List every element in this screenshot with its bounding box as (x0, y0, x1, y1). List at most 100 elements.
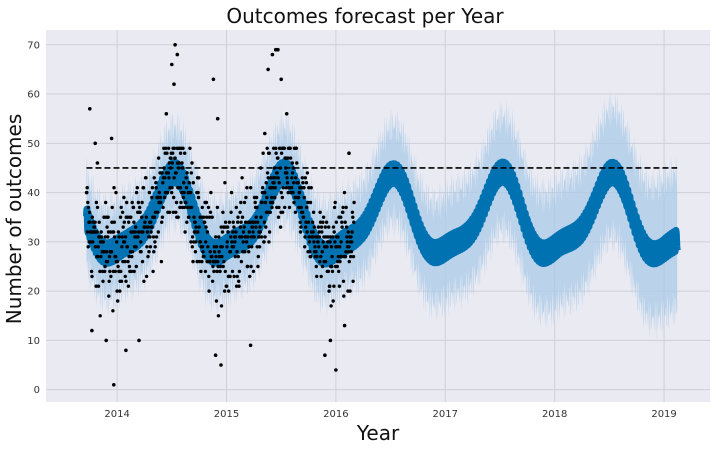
observed-point (162, 195, 167, 200)
observed-point (277, 181, 281, 185)
observed-point (270, 205, 274, 210)
observed-point (262, 240, 266, 244)
observed-point (140, 200, 144, 205)
observed-point (134, 264, 138, 269)
observed-point (236, 215, 240, 219)
observed-point (278, 225, 283, 229)
observed-point (229, 190, 234, 195)
observed-point (130, 254, 134, 259)
observed-point (258, 225, 262, 229)
observed-point (183, 151, 187, 155)
observed-point (141, 230, 145, 234)
observed-point (273, 176, 278, 180)
observed-point (85, 190, 89, 195)
observed-point (305, 230, 309, 234)
observed-point (307, 186, 311, 190)
observed-point (332, 284, 336, 288)
observed-point (199, 269, 203, 274)
observed-point (178, 205, 182, 210)
observed-point (233, 240, 237, 244)
observed-point (182, 181, 186, 185)
observed-point (89, 269, 94, 274)
observed-point (146, 225, 150, 229)
observed-point (104, 200, 108, 205)
observed-point (284, 112, 289, 116)
observed-point (145, 230, 149, 234)
observed-point (154, 186, 158, 190)
observed-point (181, 195, 186, 200)
observed-point (349, 254, 353, 259)
observed-point (339, 240, 343, 244)
observed-point (201, 250, 205, 254)
observed-point (292, 200, 296, 205)
observed-point (125, 200, 129, 205)
observed-point (219, 225, 223, 229)
observed-point (305, 171, 310, 175)
observed-point (272, 166, 277, 170)
observed-point (156, 156, 161, 160)
uncertainty-band (86, 89, 678, 341)
observed-point (222, 259, 226, 264)
observed-point (341, 210, 345, 214)
observed-point (278, 166, 282, 170)
observed-point (268, 210, 272, 214)
observed-point (276, 215, 281, 219)
observed-point (223, 269, 227, 274)
observed-point (343, 220, 347, 224)
observed-point (110, 220, 114, 224)
observed-point (170, 161, 175, 165)
observed-point (243, 220, 248, 224)
observed-point (298, 230, 303, 234)
observed-point (103, 269, 107, 274)
observed-point (87, 210, 92, 214)
observed-point (267, 240, 271, 244)
observed-point (210, 279, 215, 283)
observed-point (218, 269, 222, 274)
observed-point (112, 383, 116, 387)
observed-point (91, 240, 95, 244)
observed-point (255, 205, 259, 210)
observed-point (181, 166, 185, 170)
observed-point (184, 186, 189, 190)
observed-point (118, 289, 122, 293)
observed-point (176, 186, 180, 190)
observed-point (158, 195, 162, 200)
observed-point (86, 245, 90, 249)
observed-point (323, 225, 327, 229)
observed-point (196, 190, 200, 195)
observed-point (333, 240, 337, 244)
observed-point (124, 279, 128, 283)
observed-point (122, 220, 127, 224)
observed-point (231, 220, 235, 224)
observed-point (351, 254, 356, 259)
observed-point (180, 190, 184, 195)
observed-point (216, 259, 220, 264)
observed-point (139, 250, 143, 254)
observed-point (296, 195, 301, 200)
observed-point (307, 240, 312, 244)
observed-point (103, 264, 107, 269)
observed-point (221, 264, 225, 269)
observed-point (131, 230, 135, 234)
observed-point (86, 205, 91, 210)
observed-point (200, 245, 205, 249)
observed-point (304, 220, 308, 224)
observed-point (326, 240, 330, 244)
observed-point (317, 230, 321, 234)
observed-point (238, 225, 243, 229)
observed-point (281, 210, 285, 214)
observed-point (159, 200, 163, 205)
observed-point (271, 200, 275, 205)
observed-point (318, 220, 323, 224)
observed-point (243, 250, 247, 254)
observed-point (303, 245, 307, 249)
observed-point (329, 245, 334, 249)
observed-point (350, 210, 355, 214)
observed-point (341, 279, 346, 283)
observed-point (155, 210, 160, 214)
y-tick-label: 20 (27, 287, 40, 298)
observed-point (147, 250, 151, 254)
observed-point (285, 171, 289, 175)
observed-point (185, 220, 189, 224)
